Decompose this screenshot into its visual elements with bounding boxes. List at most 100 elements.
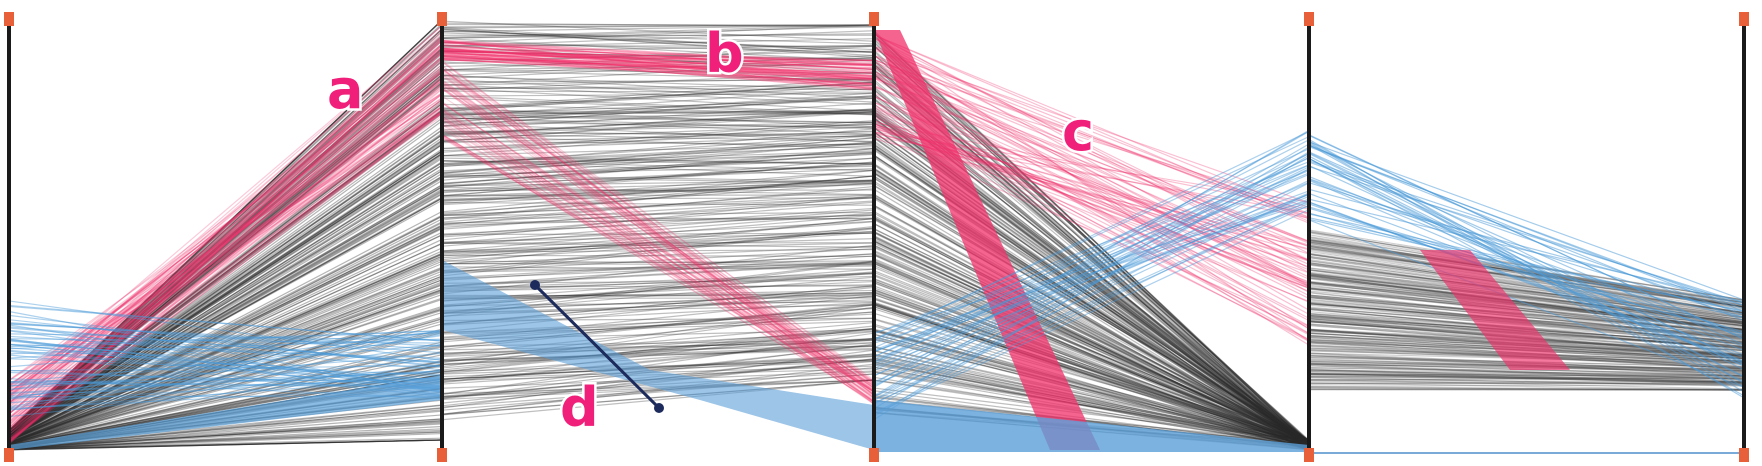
data-line: [8, 93, 443, 390]
data-line: [8, 76, 443, 408]
data-line: [1308, 376, 1745, 380]
data-line: [873, 302, 1310, 449]
data-line: [1308, 141, 1745, 399]
data-line: [441, 61, 875, 84]
data-line: [441, 119, 875, 153]
data-line: [8, 112, 443, 404]
data-line: [8, 51, 443, 436]
data-line: [873, 350, 1310, 443]
data-line: [873, 60, 1310, 446]
data-line: [873, 171, 1310, 448]
data-line: [1308, 157, 1745, 397]
data-line: [441, 54, 875, 81]
data-line: [8, 52, 443, 429]
data-line: [1308, 372, 1745, 385]
data-line: [8, 334, 443, 399]
data-line: [441, 182, 875, 214]
data-line: [873, 240, 1310, 450]
data-line: [8, 78, 443, 434]
data-line: [8, 24, 443, 432]
data-line: [873, 198, 1310, 360]
data-line: [441, 360, 875, 372]
data-line: [873, 328, 1310, 445]
data-line: [8, 173, 443, 439]
data-line: [441, 96, 875, 127]
data-line: [1308, 384, 1745, 387]
data-line: [441, 232, 875, 236]
data-line: [441, 116, 875, 389]
data-line: [441, 90, 875, 93]
data-line: [441, 40, 875, 91]
data-line: [441, 109, 875, 403]
data-line: [873, 167, 1310, 445]
annotation-label: d: [560, 376, 599, 439]
data-line: [8, 190, 443, 439]
data-line: [8, 358, 443, 376]
data-line: [873, 30, 1310, 446]
data-line: [8, 139, 443, 438]
data-line: [873, 201, 1310, 344]
data-line: [8, 343, 443, 447]
data-line: [8, 224, 443, 442]
data-line: [441, 327, 875, 381]
data-line: [8, 153, 443, 437]
data-line: [441, 185, 875, 226]
data-line: [1308, 253, 1745, 314]
data-line: [8, 363, 443, 447]
data-line: [441, 41, 875, 66]
data-line: [1308, 244, 1745, 315]
data-line: [8, 111, 443, 436]
data-line: [441, 167, 875, 186]
data-line: [8, 275, 443, 444]
data-line: [8, 289, 443, 444]
axis-handle: [1739, 448, 1749, 462]
data-line: [8, 439, 443, 450]
data-line: [8, 164, 443, 438]
data-line: [8, 78, 443, 418]
data-line: [873, 362, 1310, 447]
data-line: [441, 47, 875, 79]
data-line: [8, 175, 443, 437]
data-line: [441, 254, 875, 258]
data-line: [441, 117, 875, 130]
data-line: [873, 250, 1310, 442]
data-line: [441, 345, 875, 362]
data-line: [8, 70, 443, 434]
data-line: [441, 145, 875, 165]
data-line: [8, 298, 443, 444]
data-line: [873, 168, 1310, 401]
data-line: [8, 377, 443, 411]
data-line: [8, 253, 443, 443]
data-line: [8, 106, 443, 435]
data-line: [8, 80, 443, 405]
data-line: [1308, 372, 1745, 383]
data-line: [441, 126, 875, 150]
data-line: [441, 79, 875, 83]
data-line: [873, 154, 1310, 417]
data-line: [441, 262, 875, 288]
data-line: [1308, 369, 1745, 383]
data-line: [441, 51, 875, 89]
data-line: [8, 330, 443, 350]
data-line: [441, 176, 875, 184]
data-line: [8, 35, 443, 415]
data-line: [873, 45, 1310, 218]
data-line: [8, 243, 443, 441]
data-line: [873, 357, 1310, 444]
data-line: [441, 30, 875, 45]
data-line: [8, 318, 443, 445]
data-line: [8, 140, 443, 438]
data-line: [8, 247, 443, 441]
data-line: [8, 64, 443, 425]
data-line: [441, 160, 875, 165]
data-line: [8, 25, 443, 396]
data-line: [441, 81, 875, 111]
data-line: [8, 324, 443, 392]
data-line: [1308, 382, 1745, 385]
data-line: [8, 317, 443, 446]
data-line: [441, 65, 875, 381]
data-line: [8, 97, 443, 382]
axis-handle: [4, 448, 14, 462]
data-line: [873, 182, 1310, 443]
data-line: [8, 86, 443, 419]
